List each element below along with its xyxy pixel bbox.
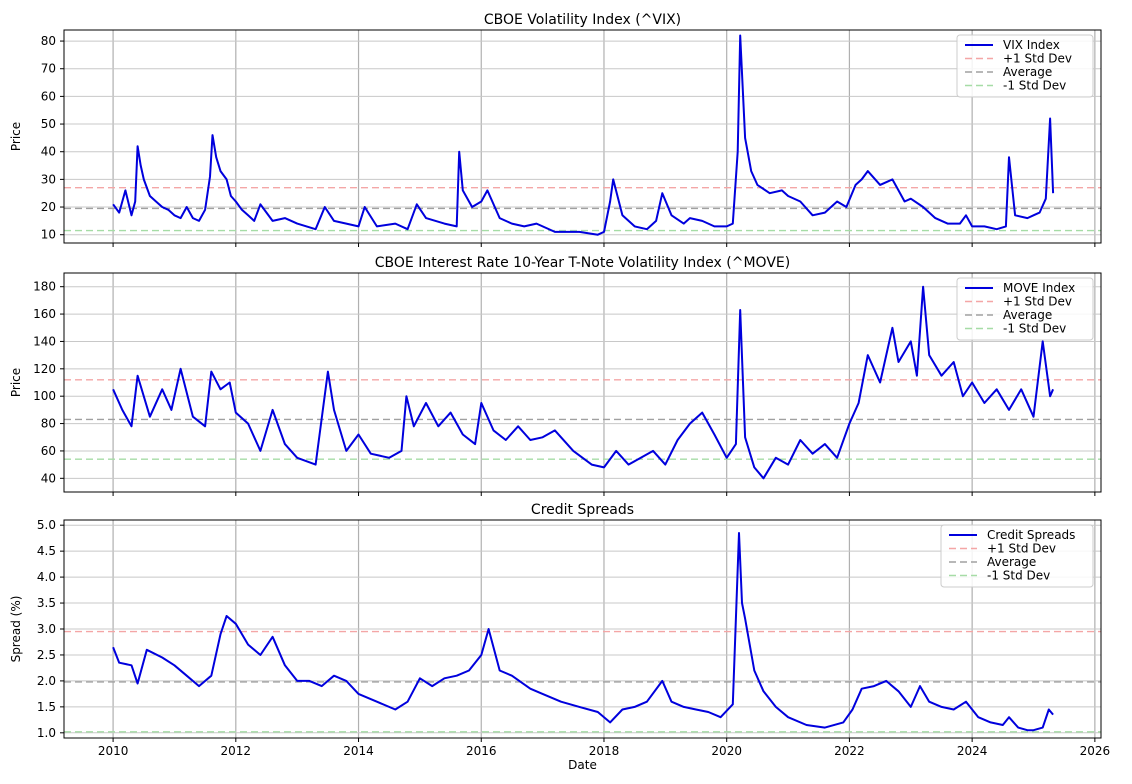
move-title: CBOE Interest Rate 10-Year T-Note Volati… (375, 255, 790, 271)
credit-xlabel: Date (568, 758, 597, 772)
vix-legend-label-0: VIX Index (1003, 38, 1060, 52)
vix-ytick-label: 20 (41, 200, 56, 214)
credit-legend-label-1: +1 Std Dev (987, 542, 1056, 556)
vix-ytick-label: 40 (41, 145, 56, 159)
move-series-line (112, 285, 1055, 480)
vix-ytick-label: 70 (41, 62, 56, 76)
vix-legend-label-2: Average (1003, 65, 1052, 79)
credit-xtick-label: 2022 (834, 744, 865, 758)
credit-xtick-label: 2014 (343, 744, 374, 758)
credit-legend-box (940, 524, 1094, 588)
credit-ytick-label: 2.0 (37, 674, 56, 688)
credit-ytick-label: 5.0 (37, 518, 56, 532)
vix-legend-box (956, 34, 1094, 98)
credit-title: Credit Spreads (531, 502, 634, 518)
credit-axes-frame (63, 519, 1102, 739)
move-ytick-label: 180 (33, 280, 56, 294)
move-ytick-label: 60 (41, 444, 56, 458)
credit-legend-label-3: -1 Std Dev (987, 569, 1050, 583)
credit-legend-label-0: Credit Spreads (987, 528, 1075, 542)
move-legend-label-2: Average (1003, 308, 1052, 322)
vix-ytick-label: 10 (41, 228, 56, 242)
move-ytick-label: 40 (41, 471, 56, 485)
move-axes-frame (63, 272, 1102, 493)
credit-legend-label-2: Average (987, 555, 1036, 569)
credit-ytick-label: 3.0 (37, 622, 56, 636)
vix-title: CBOE Volatility Index (^VIX) (484, 12, 681, 28)
credit-xtick-label: 2020 (711, 744, 742, 758)
vix-series-line (112, 34, 1055, 236)
credit-ytick-label: 4.0 (37, 570, 56, 584)
move-ytick-label: 100 (33, 389, 56, 403)
move-ytick-label: 160 (33, 307, 56, 321)
vix-ytick-label: 50 (41, 117, 56, 131)
move-ytick-label: 140 (33, 334, 56, 348)
vix-ytick-label: 30 (41, 172, 56, 186)
move-legend-label-0: MOVE Index (1003, 281, 1075, 295)
credit-spreads-chart-panel: 1.0 1.5 2.0 2.5 3.0 3.5 4.0 4.5 5.0 Credit Spread… (9, 502, 1110, 772)
vix-legend-label-3: -1 Std Dev (1003, 79, 1066, 93)
credit-xtick-label: 2012 (221, 744, 252, 758)
move-legend-label-1: +1 Std Dev (1003, 295, 1072, 309)
credit-ytick-label: 3.5 (37, 596, 56, 610)
credit-xtick-label: 2016 (466, 744, 497, 758)
vix-axes-frame (63, 29, 1102, 244)
credit-ytick-label: 1.0 (37, 726, 56, 740)
credit-xtick-label: 2010 (98, 744, 129, 758)
move-ytick-label: 80 (41, 417, 56, 431)
credit-series-line (112, 532, 1054, 732)
credit-ytick-label: 4.5 (37, 544, 56, 558)
vix-ylabel: Price (9, 122, 23, 151)
move-legend-box (956, 277, 1094, 341)
move-chart-panel: 40 60 80 100 120 140 160 180 CBOE Interest Rate … (9, 255, 1102, 496)
move-ylabel: Price (9, 368, 23, 397)
move-legend-label-3: -1 Std Dev (1003, 322, 1066, 336)
credit-xtick-label: 2024 (957, 744, 988, 758)
vix-ytick-label: 80 (41, 34, 56, 48)
move-ytick-label: 120 (33, 362, 56, 376)
credit-ylabel: Spread (%) (9, 596, 23, 663)
vix-ytick-label: 60 (41, 89, 56, 103)
credit-xtick-label: 2026 (1080, 744, 1111, 758)
vix-legend-label-1: +1 Std Dev (1003, 52, 1072, 66)
credit-xtick-label: 2018 (589, 744, 620, 758)
credit-ytick-label: 2.5 (37, 648, 56, 662)
vix-chart-panel: 10 20 30 40 50 60 70 80 CBOE Volatility Index (^… (9, 12, 1102, 247)
credit-ytick-label: 1.5 (37, 700, 56, 714)
